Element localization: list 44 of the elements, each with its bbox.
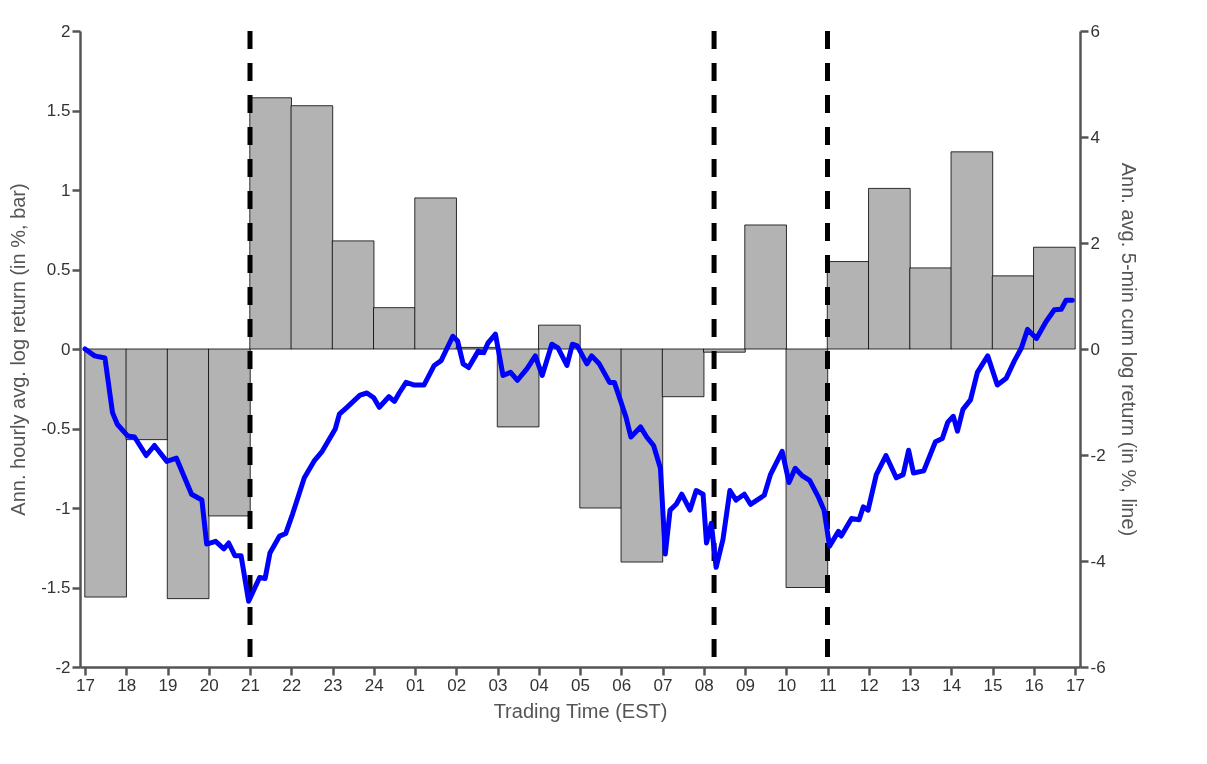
x-tick-label: 02 [447, 675, 467, 695]
y-tick-label: -0.5 [41, 419, 71, 438]
x-tick-label: 17 [1066, 675, 1085, 695]
x-tick-label: 09 [736, 675, 755, 695]
x-tick-label: 11 [819, 675, 837, 695]
y-tick-label: 0 [61, 339, 71, 359]
x-tick-label: 24 [364, 675, 384, 695]
y-tick-label: 0.5 [46, 260, 71, 279]
y-tick-label: 2 [61, 21, 71, 41]
x-tick-label: 03 [488, 675, 508, 695]
x-tick-label: 21 [241, 675, 260, 695]
x-tick-label: 18 [117, 675, 137, 695]
x-axis-title: Trading Time (EST) [493, 699, 668, 722]
y2-tick-label: -6 [1090, 657, 1106, 677]
x-tick-label: 06 [612, 675, 632, 695]
x-tick-label: 19 [158, 675, 178, 695]
x-tick-label: 04 [529, 675, 549, 695]
x-tick-label: 08 [694, 675, 714, 695]
y-tick-label: 1 [61, 180, 71, 200]
y-tick-label: -2 [55, 657, 71, 677]
x-tick-label: 16 [1024, 675, 1044, 695]
y2-tick-label: 6 [1090, 21, 1100, 41]
y2-tick-label: -4 [1090, 551, 1106, 571]
y2-tick-label: 4 [1090, 127, 1100, 147]
y2-tick-label: 0 [1090, 339, 1100, 359]
y-tick-label: 1.5 [46, 101, 71, 120]
x-tick-label: 07 [653, 675, 673, 695]
x-tick-label: 15 [983, 675, 1003, 695]
x-tick-label: 05 [571, 675, 590, 695]
y-tick-label: -1 [55, 498, 71, 518]
x-tick-label: 10 [777, 675, 797, 695]
x-tick-label: 13 [901, 675, 920, 695]
x-tick-label: 17 [76, 675, 95, 695]
x-tick-label: 12 [859, 675, 879, 695]
y2-axis-title: Ann. avg. 5-min cum log return (in %, line) [1117, 162, 1140, 537]
y2-tick-label: 2 [1090, 233, 1100, 253]
y-axis-title: Ann. hourly avg. log return (in %, bar) [7, 183, 30, 516]
x-tick-label: 22 [282, 675, 302, 695]
x-tick-label: 23 [323, 675, 343, 695]
x-tick-label: 14 [942, 675, 962, 695]
y2-tick-label: -2 [1090, 445, 1106, 465]
y-tick-label: -1.5 [41, 578, 71, 597]
x-tick-label: 20 [199, 675, 219, 695]
x-tick-label: 01 [406, 675, 425, 695]
